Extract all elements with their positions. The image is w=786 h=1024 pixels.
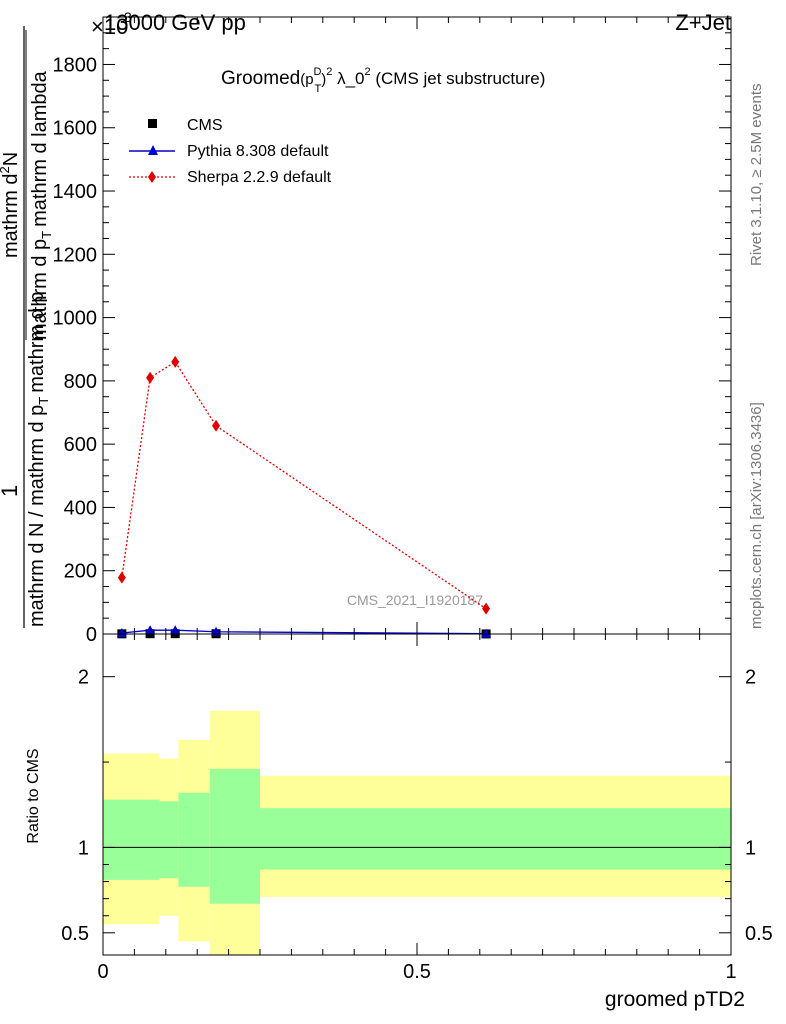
legend-pythia-label: Pythia 8.308 default <box>187 143 329 160</box>
ratio-inner-band-1 <box>159 801 179 879</box>
ratio-inner-band-3 <box>209 768 260 904</box>
legend-pythia-marker <box>148 145 158 155</box>
x-tick-label: 0 <box>97 961 108 983</box>
ratio-y-tick-label-right: 1 <box>745 837 756 859</box>
y-label-denom-text: mathrm d <box>0 174 22 258</box>
pythia-data-point <box>116 628 127 638</box>
ratio-y-tick-label: 1 <box>78 837 89 859</box>
plot-title-sub-t: T <box>315 83 322 95</box>
y-label-denom-lambda: mathrm d lambda <box>29 70 51 226</box>
legend-cms-marker <box>148 119 157 128</box>
header-energy-label: 13000 GeV pp <box>104 10 246 35</box>
pythia-data-point <box>481 628 492 638</box>
sherpa-data-point <box>117 571 126 584</box>
main-y-tick-label: 800 <box>64 371 97 393</box>
rivet-version-label: Rivet 3.1.10, ≥ 2.5M events <box>748 84 765 267</box>
main-y-tick-label: 1200 <box>53 244 98 266</box>
plot-title-sq1: 2 <box>326 66 332 78</box>
ratio-y-tick-label-right: 0.5 <box>745 923 773 945</box>
sherpa-data-point <box>212 419 221 432</box>
main-y-axis-label: 1 mathrm d N / mathrm d pTmathrm d p mat… <box>0 26 54 628</box>
main-y-tick-label: 0 <box>86 624 97 646</box>
main-y-tick-label: 200 <box>64 561 97 583</box>
y-label-denom-dp: mathrm d p <box>29 239 51 340</box>
main-y-tick-label: 1000 <box>53 308 98 330</box>
pythia-data-point <box>170 625 181 635</box>
y-label-denom-sup: 2 <box>0 166 12 173</box>
main-frame <box>102 16 732 635</box>
sherpa-data-point <box>171 355 180 368</box>
y-label-denom-sub: T <box>39 231 54 239</box>
main-y-tick-label: 1800 <box>53 54 98 76</box>
header-process-label: Z+Jet <box>675 10 731 35</box>
plot-title-paren: ) <box>321 71 326 88</box>
plot-title-prefix: Groomed <box>221 68 300 89</box>
plot-title-suffix: (CMS jet substructure) <box>371 69 546 88</box>
y-label-numerator: 1 <box>0 485 22 497</box>
y-label-denom-n: N <box>0 152 22 166</box>
y-exponent-base: ×10 <box>91 14 128 39</box>
analysis-watermark: CMS_2021_I1920187 <box>347 592 483 608</box>
ratio-y-tick-label: 2 <box>78 667 89 689</box>
x-axis-label: groomed pTD2 <box>605 988 745 1011</box>
series-line-2 <box>121 360 487 610</box>
plot-title-p: (p <box>300 71 313 88</box>
main-y-tick-label: 1400 <box>53 181 98 203</box>
plot-title-sup-d: D <box>314 66 322 78</box>
ratio-y-tick-label-right: 2 <box>745 667 756 689</box>
legend: CMS Pythia 8.308 default Sherpa 2.2.9 de… <box>129 117 332 186</box>
plot-title-lambda: λ_0 <box>332 69 364 88</box>
y-label-denominator-2: mathrm d pTmathrm d lambda <box>29 70 54 340</box>
legend-sherpa-label: Sherpa 2.2.9 default <box>187 169 332 186</box>
x-tick-label: 0.5 <box>403 961 431 983</box>
main-y-tick-label: 1600 <box>53 118 98 140</box>
ratio-inner-band-4 <box>260 808 731 870</box>
y-label-line1-sub: T <box>36 397 51 405</box>
y-label-denominator: mathrm d2N <box>0 152 22 258</box>
ratio-y-axis-label: Ratio to CMS <box>25 748 42 843</box>
ratio-bands-layer <box>103 710 731 955</box>
ratio-inner-band-2 <box>178 792 210 887</box>
plot-title-sq2: 2 <box>365 66 371 78</box>
sherpa-data-point <box>146 371 155 384</box>
x-tick-label: 1 <box>725 961 736 983</box>
legend-sherpa-marker <box>148 171 156 183</box>
legend-cms-label: CMS <box>187 117 223 134</box>
sherpa-data-point <box>482 602 491 615</box>
y-label-line1: mathrm d N / mathrm d pTmathrm d p <box>26 292 51 627</box>
plot-title: Groomed(pD T)2 λ_02 (CMS jet substructure… <box>221 66 545 95</box>
ratio-y-tick-label: 0.5 <box>61 923 89 945</box>
y-label-line1-text: mathrm d N / mathrm d p <box>26 405 48 627</box>
main-y-tick-label: 400 <box>64 497 97 519</box>
mcplots-credit-label: mcplots.cern.ch [arXiv:1306.3436] <box>748 402 765 629</box>
ratio-axes: 0.5 0.5 1 1 2 2 0 0.5 1 <box>61 633 773 983</box>
y-label-line2-text: mathrm d p <box>26 292 48 393</box>
main-axes: 0 200 400 600 800 1000 1200 1400 1600 1800 <box>53 16 732 646</box>
pythia-data-point <box>145 625 156 635</box>
main-y-tick-label: 600 <box>64 434 97 456</box>
ratio-inner-band-0 <box>103 799 160 880</box>
